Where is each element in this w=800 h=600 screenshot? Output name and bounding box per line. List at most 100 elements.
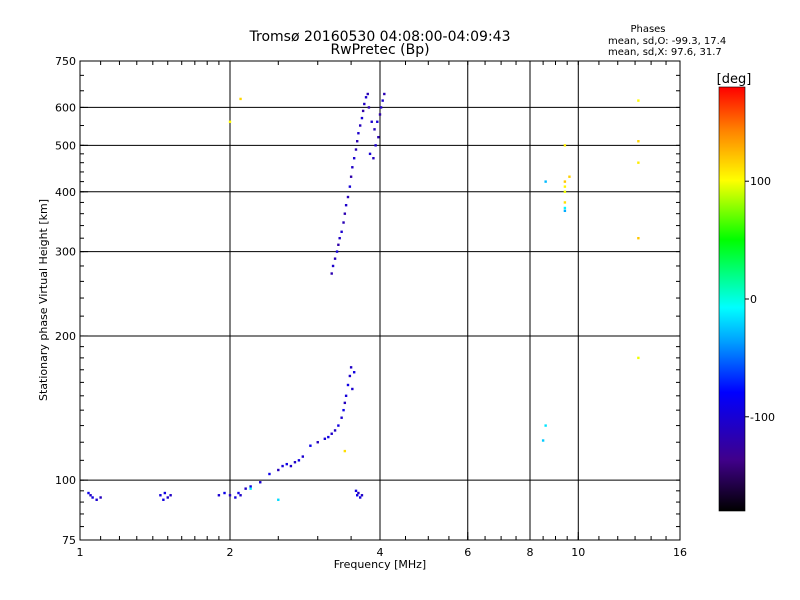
echo-point <box>361 109 365 113</box>
echo-point <box>259 481 262 484</box>
echo-point <box>159 494 162 497</box>
echo-point <box>563 185 567 188</box>
echo-point <box>301 455 305 458</box>
x-tick-label: 4 <box>377 546 384 559</box>
echo-point <box>343 449 347 453</box>
echo-point <box>563 206 567 210</box>
echo-point <box>383 92 386 96</box>
echo-point <box>372 157 375 160</box>
echo-point <box>268 472 271 476</box>
echo-point <box>355 140 359 143</box>
echo-point <box>340 230 343 233</box>
echo-point <box>89 494 92 497</box>
echo-point <box>348 374 352 378</box>
echo-point <box>349 175 353 178</box>
echo-point <box>338 236 341 240</box>
y-tick-label: 100 <box>55 474 76 487</box>
echo-point <box>637 161 640 164</box>
echo-point <box>637 236 640 240</box>
echo-point <box>249 485 252 488</box>
echo-point <box>373 128 376 131</box>
echo-point <box>367 106 371 109</box>
colorbar-tick-label: 0 <box>750 293 757 306</box>
echo-point <box>237 491 240 495</box>
y-tick-label: 75 <box>62 534 76 547</box>
echo-point <box>376 120 379 123</box>
colorbar <box>718 86 746 512</box>
legend-line-o: mean, sd,O: -99.3, 17.4 <box>608 36 726 47</box>
x-tick-label: 8 <box>527 546 534 559</box>
colorbar-ticks: 100 0 -100 <box>745 175 775 424</box>
echo-point <box>344 394 348 398</box>
echo-point <box>360 494 364 497</box>
echo-point <box>568 175 571 178</box>
echo-point <box>249 487 252 490</box>
echo-point <box>217 494 221 497</box>
echo-point <box>364 96 368 99</box>
echo-point <box>239 494 242 497</box>
echo-point <box>166 496 169 499</box>
echo-point <box>563 144 567 147</box>
echo-point <box>323 437 327 440</box>
echo-point <box>370 120 373 123</box>
echo-point <box>563 209 567 213</box>
echo-point <box>293 461 297 464</box>
echo-point <box>228 494 232 497</box>
echo-point <box>352 371 356 374</box>
echo-point <box>637 99 640 102</box>
echo-point <box>163 491 167 495</box>
x-axis-label: Frequency [MHz] <box>334 558 426 571</box>
echo-point <box>333 429 337 432</box>
echo-point <box>277 498 280 501</box>
chart-title: Tromsø 20160530 04:08:00-04:09:43 <box>249 29 511 45</box>
echo-point <box>355 494 359 497</box>
echo-point <box>349 366 353 369</box>
legend-line-x: mean, sd,X: 97.6, 31.7 <box>608 47 722 58</box>
echo-point <box>316 441 319 444</box>
x-tick-label: 6 <box>464 546 471 559</box>
echo-point <box>277 468 280 472</box>
echo-point <box>234 496 237 499</box>
echo-point <box>544 180 547 183</box>
echo-point <box>354 148 358 151</box>
echo-point <box>285 462 288 466</box>
echo-point <box>637 140 640 143</box>
axis-ticks: 1 2 4 6 8 10 16 75 100 200 300 400 500 600 750 <box>55 55 687 559</box>
echo-point <box>331 264 335 268</box>
echo-point <box>351 166 354 169</box>
y-tick-label: 300 <box>55 246 76 259</box>
echo-point <box>368 152 372 156</box>
colorbar-tick-label: -100 <box>750 411 775 424</box>
echo-point <box>297 459 301 462</box>
echo-point <box>162 498 165 501</box>
y-tick-label: 200 <box>55 330 76 343</box>
echo-point <box>342 408 345 412</box>
y-axis-label: Stationary phase Virtual Height [km] <box>37 199 50 401</box>
echo-point <box>289 464 293 468</box>
x-tick-label: 10 <box>571 546 585 559</box>
echo-point <box>340 416 343 419</box>
echo-point <box>239 97 242 101</box>
echo-point <box>344 203 348 207</box>
y-tick-label: 400 <box>55 186 76 199</box>
echo-point <box>343 212 347 215</box>
echo-point <box>374 144 377 147</box>
echo-point <box>244 487 247 490</box>
x-tick-label: 1 <box>77 546 84 559</box>
echo-point <box>337 424 340 427</box>
echo-point <box>346 383 350 387</box>
echo-point <box>337 243 340 246</box>
echo-point <box>354 489 358 493</box>
y-tick-label: 750 <box>55 55 76 68</box>
echo-point <box>541 439 545 442</box>
echo-point <box>327 435 330 439</box>
chart-subtitle: RwPretec (Bp) <box>330 42 429 58</box>
echo-point <box>95 498 98 501</box>
echo-point <box>358 124 362 127</box>
echo-point <box>228 120 232 123</box>
echo-point <box>357 491 360 495</box>
echo-point <box>342 221 345 224</box>
echo-point <box>379 106 383 109</box>
data-points <box>87 92 640 501</box>
